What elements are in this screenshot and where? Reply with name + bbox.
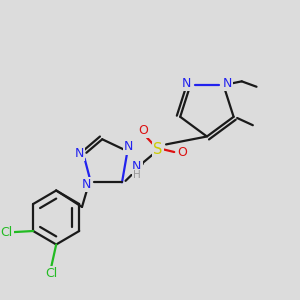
Text: N: N <box>222 77 232 90</box>
Text: Cl: Cl <box>0 226 13 239</box>
Text: H: H <box>133 170 141 180</box>
Text: O: O <box>138 124 148 137</box>
Text: N: N <box>182 77 192 90</box>
Text: Cl: Cl <box>45 267 58 280</box>
Text: N: N <box>74 147 84 161</box>
Text: O: O <box>177 146 187 159</box>
Text: S: S <box>154 142 163 158</box>
Text: N: N <box>124 140 134 154</box>
Text: N: N <box>132 160 142 173</box>
Text: N: N <box>81 178 91 191</box>
